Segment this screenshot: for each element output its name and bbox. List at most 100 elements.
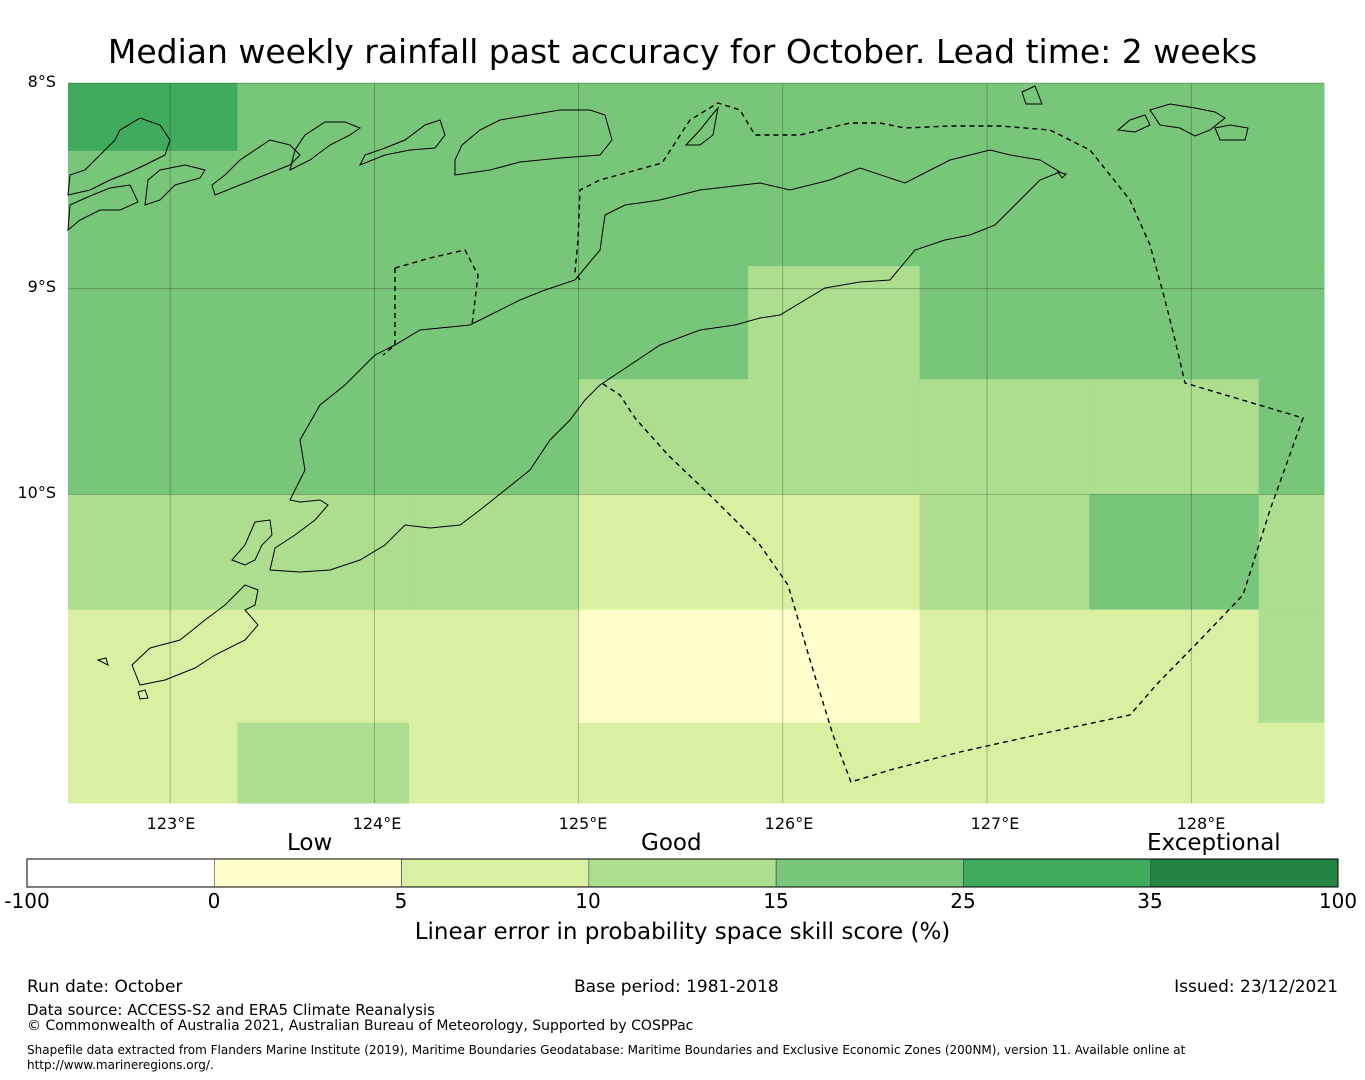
skill-cell — [578, 609, 749, 724]
colorbar-swatch — [213, 858, 402, 888]
rote-coastline — [231, 519, 273, 566]
pantar-coastline — [289, 121, 362, 171]
skill-cell — [748, 494, 921, 611]
timor-leste-eez-north — [574, 102, 1304, 783]
lon-label-124e: 124°E — [352, 814, 402, 833]
timor-coastline — [269, 149, 1062, 573]
lon-label-126e: 126°E — [764, 814, 814, 833]
adonara-coastline — [144, 164, 206, 206]
colorbar-tick-0: 0 — [207, 889, 221, 913]
skill-cell — [1258, 722, 1325, 804]
skill-cell — [409, 83, 580, 152]
lat-label-10s: 10°S — [17, 483, 56, 502]
liran-coastline — [1021, 85, 1043, 105]
skill-cell — [578, 150, 749, 267]
skill-cell — [578, 494, 749, 611]
copyright: © Commonwealth of Australia 2021, Austra… — [27, 1018, 694, 1034]
skill-cell — [68, 150, 239, 267]
skill-cell — [68, 379, 239, 495]
issued-date: Issued: 23/12/2021 — [1174, 977, 1338, 997]
skill-cell — [237, 722, 410, 804]
skill-cell — [748, 379, 921, 495]
skill-cell — [1258, 379, 1325, 495]
shapefile-credit: Shapefile data extracted from Flanders M… — [27, 1043, 1186, 1072]
colorbar-tick-5: 5 — [394, 889, 408, 913]
skill-cell — [1089, 266, 1260, 380]
colorbar-label: Linear error in probability space skill … — [414, 919, 951, 945]
skill-cell — [1089, 722, 1260, 804]
colorbar-swatch — [26, 858, 215, 888]
lembata-coastline — [211, 139, 301, 196]
data-source: Data source: ACCESS-S2 and ERA5 Climate … — [27, 1001, 435, 1019]
skill-cell — [237, 83, 410, 152]
colorbar-tick-25: 25 — [950, 889, 976, 913]
alor-coastline — [358, 119, 446, 166]
skill-cell — [409, 150, 580, 267]
skill-grid-cells — [68, 83, 1325, 804]
colorbar-frame — [26, 858, 1339, 888]
flores-coastline — [67, 117, 171, 196]
ndao-coastline — [96, 657, 109, 666]
skill-cell — [1258, 266, 1325, 380]
skill-cell — [68, 609, 239, 724]
skill-cell — [237, 494, 410, 611]
skill-cell — [237, 150, 410, 267]
rote-south-coastline — [131, 584, 259, 686]
skill-cell — [409, 379, 580, 495]
skill-cell — [409, 494, 580, 611]
skill-cell — [919, 266, 1090, 380]
skill-cell — [237, 266, 410, 380]
skill-cell — [1258, 609, 1325, 724]
skill-cell — [748, 609, 921, 724]
base-period: Base period: 1981-2018 — [574, 977, 779, 997]
skill-cell — [1089, 494, 1260, 611]
oecusse-eez — [382, 249, 479, 356]
skill-cell — [68, 266, 239, 380]
romang-coastline — [1149, 103, 1226, 137]
skill-cell — [237, 379, 410, 495]
wetar-coastline — [1116, 114, 1151, 133]
colorbar-tick-15: 15 — [763, 889, 789, 913]
lon-label-125e: 125°E — [558, 814, 608, 833]
colorbar-swatch — [1150, 858, 1339, 888]
category-good: Good — [641, 830, 702, 856]
skill-cell — [919, 722, 1090, 804]
skill-cell — [748, 150, 921, 267]
category-low: Low — [287, 830, 333, 856]
skill-cell — [578, 379, 749, 495]
colorbar-tick-35: 35 — [1137, 889, 1163, 913]
skill-cell — [919, 609, 1090, 724]
colorbar-tick-10: 10 — [575, 889, 601, 913]
page-title: Median weekly rainfall past accuracy for… — [107, 32, 1258, 71]
skill-cell — [1089, 150, 1260, 267]
flores-west-coastline — [67, 184, 139, 232]
skill-cell — [68, 494, 239, 611]
islet-coastline — [137, 689, 149, 700]
colorbar-tick-m100: -100 — [4, 889, 50, 913]
skill-cell — [578, 83, 749, 152]
skill-cell — [409, 722, 580, 804]
skill-cell — [748, 266, 921, 380]
eez-boundaries — [382, 102, 1304, 783]
skill-cell — [1258, 83, 1325, 152]
skill-cell — [919, 494, 1090, 611]
skill-cell — [919, 83, 1090, 152]
colorbar-tick-100: 100 — [1318, 889, 1358, 913]
skill-cell — [68, 722, 239, 804]
colorbar-swatch — [963, 858, 1152, 888]
skill-cell — [237, 609, 410, 724]
lon-label-123e: 123°E — [146, 814, 196, 833]
skill-cell — [578, 722, 749, 804]
coastlines — [67, 85, 1249, 700]
skill-cell — [409, 609, 580, 724]
alor-east-coastline — [454, 109, 613, 176]
colorbar-swatch — [401, 858, 590, 888]
lat-label-8s: 8°S — [27, 72, 56, 91]
skill-cell — [919, 379, 1090, 495]
skill-cell — [409, 266, 580, 380]
islet-east-coastline — [1056, 171, 1067, 179]
graticule — [68, 82, 1324, 803]
colorbar-swatch — [775, 858, 964, 888]
